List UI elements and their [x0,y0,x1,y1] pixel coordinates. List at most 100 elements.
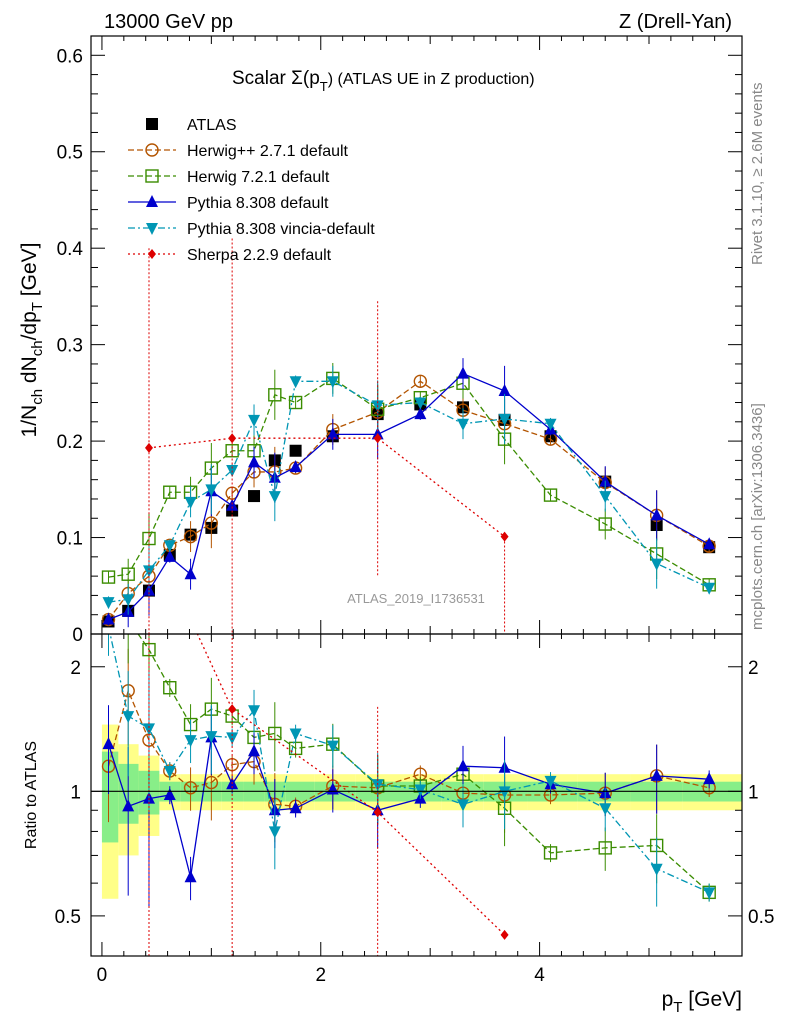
legend-label: Herwig 7.2.1 default [187,169,330,186]
y-axis-label-ratio: Ratio to ATLAS [23,741,40,849]
x-tick-label: 2 [315,965,326,986]
data-point [183,529,198,544]
data-point [457,418,469,431]
legend-entry: ATLAS [146,117,237,134]
data-point [248,490,261,503]
data-point [703,582,716,595]
legend-label: Sherpa 2.2.9 default [187,247,332,264]
legend-marker [146,118,158,130]
ratio-series-4 [196,634,509,940]
legend-entry: Herwig++ 2.7.1 default [128,143,349,160]
ratio-point [183,781,198,795]
legend-entry: Herwig 7.2.1 default [128,169,330,186]
data-point [102,612,115,625]
ratio-point [163,765,176,778]
ratio-point [204,775,219,790]
ratio-y-tick-label: 0.5 [55,907,81,928]
ratio-point [544,775,557,788]
ratio-plot-area [91,634,742,956]
ratio-point [457,759,469,772]
y-tick-label: 0.6 [57,46,83,67]
ratio-bands [101,724,742,899]
y-tick-label: 0 [72,625,83,646]
chart-title: Scalar Σ(pT) (ATLAS UE in Z production) [232,68,535,94]
data-point [498,383,511,396]
y-tick-label: 0.5 [57,143,83,164]
data-point [373,433,382,444]
data-point [122,594,135,607]
data-point [204,516,219,530]
data-point [226,498,239,511]
data-point [650,558,663,571]
data-point [543,488,558,502]
process-label: Z (Drell-Yan) [619,11,732,33]
ratio-line [109,634,710,893]
ratio-point [326,740,339,753]
ratio-point [457,799,469,812]
data-point [144,442,153,453]
ratio-series-3 [108,634,716,907]
ratio-point [289,801,302,814]
ratio-point [703,772,716,785]
legend-marker [145,169,159,183]
data-point [248,455,261,468]
y-tick-label: 0.2 [57,432,83,453]
data-point [102,597,115,610]
legend-label: Pythia 8.308 vincia-default [187,221,375,238]
ratio-point [650,768,663,781]
legend: ATLAS Herwig++ 2.7.1 default Herwig 7.2.1 … [128,117,375,264]
ratio-point [543,846,558,860]
ratio-frame [90,633,743,957]
ratio-y-tick-label-right: 2 [748,658,759,679]
data-point [498,413,511,426]
ratio-y-tick-label-right: 1 [748,782,759,803]
data-point [163,485,177,499]
data-point [598,517,612,531]
data-point [163,549,176,562]
series-line [107,380,710,620]
y-tick-label: 0.3 [57,336,83,357]
legend-marker [145,143,159,157]
legend-label: ATLAS [187,117,237,134]
ratio-point [414,784,427,797]
data-point [205,484,218,497]
data-point [288,395,303,410]
ratio-point [498,786,511,799]
legend-marker [146,195,158,207]
series-5 [144,238,509,634]
ratio-point [248,744,261,757]
data-point [457,366,469,379]
band-inner [101,751,119,843]
legend-marker [148,249,156,259]
ratio-point [163,681,177,695]
ratio-point [371,779,384,792]
data-point [326,427,339,440]
data-point [142,565,155,578]
series-line [108,380,710,603]
data-point [500,531,509,542]
legend-label: Pythia 8.308 default [187,195,329,212]
ratio-y-tick-label-right: 0.5 [748,907,774,928]
legend-entry: Sherpa 2.2.9 default [128,247,332,264]
ratio-point [598,841,612,855]
ratio-point [703,887,716,900]
ratio-point [122,799,135,812]
ratio-point [599,803,612,816]
ratio-line [137,634,710,893]
ratio-point [268,826,281,839]
data-point [268,491,281,504]
ratio-point [184,735,197,748]
legend-label: Herwig++ 2.7.1 default [187,143,349,160]
data-point [544,418,557,431]
ratio-point [205,731,218,744]
data-point [289,376,302,389]
y-tick-label: 0.1 [57,529,83,550]
series-line [108,377,710,586]
ratio-point [228,704,237,715]
rivet-label: Rivet 3.1.10, ≥ 2.6M events [749,83,766,266]
data-point [184,496,197,509]
ratio-point [248,705,261,718]
data-point [414,397,427,410]
data-point [289,444,302,457]
